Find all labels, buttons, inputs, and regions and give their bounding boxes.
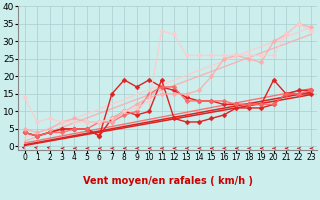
X-axis label: Vent moyen/en rafales ( km/h ): Vent moyen/en rafales ( km/h )	[83, 176, 253, 186]
